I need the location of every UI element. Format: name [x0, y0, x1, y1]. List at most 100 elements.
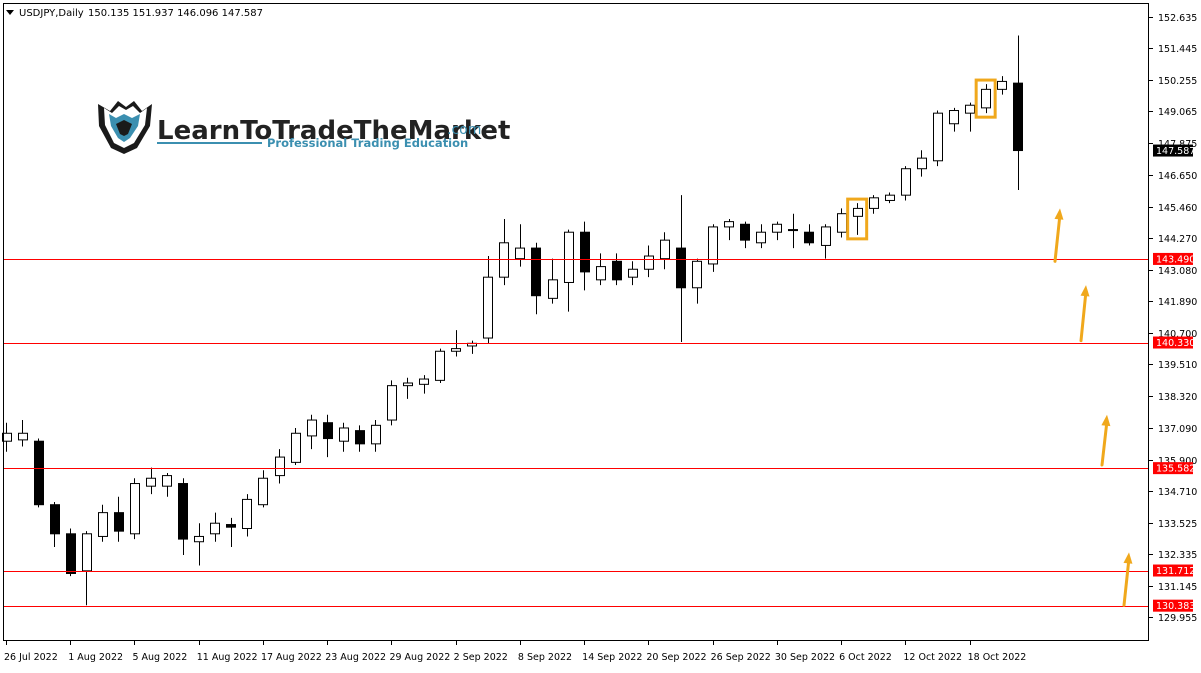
candle	[258, 470, 268, 508]
candle	[2, 422, 12, 452]
candle-body-bullish	[451, 348, 461, 352]
candle	[548, 258, 558, 304]
arrow-head	[1054, 208, 1064, 220]
candle-body-bearish	[66, 533, 76, 574]
candle	[933, 110, 943, 167]
logo-tagline: Professional Trading Education	[267, 136, 468, 150]
candle-body-bullish	[419, 378, 429, 385]
up-arrow-icon	[1079, 285, 1090, 343]
x-tick-label: 5 Aug 2022	[132, 652, 187, 663]
candle-body-bullish	[515, 247, 525, 260]
x-tick-label: 6 Oct 2022	[839, 652, 892, 663]
candle	[435, 348, 445, 384]
candle	[724, 218, 734, 241]
candle-body-bullish	[901, 168, 911, 196]
candle-body-bullish	[981, 88, 991, 109]
y-tick-label: 141.890	[1158, 297, 1197, 308]
candle-body-bullish	[885, 194, 895, 201]
arrow-shaft	[1100, 419, 1109, 467]
candle-body-bearish	[676, 247, 686, 289]
candle	[596, 253, 606, 286]
candle	[210, 512, 220, 542]
candle-body-bearish	[740, 223, 750, 241]
y-tick-label: 138.320	[1158, 392, 1197, 403]
candle	[853, 203, 863, 235]
candle	[82, 531, 92, 606]
candle-body-bullish	[949, 110, 959, 125]
candle-body-bullish	[210, 522, 220, 535]
candle	[821, 224, 831, 259]
y-tick-label: 143.080	[1158, 266, 1197, 277]
candle	[403, 377, 413, 399]
axes-layer	[3, 3, 1149, 641]
candle	[307, 414, 317, 450]
candle	[612, 253, 622, 286]
candle-body-bearish	[323, 422, 333, 440]
candle-body-bullish	[548, 279, 558, 299]
level-price-label: 140.330	[1156, 338, 1195, 349]
candle-body-bullish	[242, 498, 252, 530]
candle	[226, 517, 236, 548]
y-tick-label: 132.335	[1158, 550, 1197, 561]
y-tick-label: 140.700	[1158, 329, 1197, 340]
y-tick-label: 149.065	[1158, 107, 1197, 118]
level-price-box	[1153, 462, 1193, 475]
level-price-box	[1153, 564, 1193, 577]
x-tick-label: 29 Aug 2022	[389, 652, 450, 663]
x-tick-label: 11 Aug 2022	[197, 652, 258, 663]
arrow-head	[1080, 285, 1090, 297]
candle	[1013, 35, 1023, 190]
y-tick-label: 131.145	[1158, 582, 1197, 593]
y-tick-label: 147.875	[1158, 139, 1197, 150]
candle-body-bearish	[580, 231, 590, 273]
candle	[885, 192, 895, 204]
candle	[242, 494, 252, 537]
level-price-box	[1153, 336, 1193, 349]
candle	[869, 195, 879, 214]
candle	[997, 76, 1007, 95]
candle	[114, 496, 124, 542]
candle-body-bullish	[82, 533, 92, 572]
candle-body-bearish	[34, 440, 44, 506]
candle	[644, 245, 654, 278]
x-tick-label: 23 Aug 2022	[325, 652, 386, 663]
candle-body-bullish	[724, 221, 734, 228]
candle	[692, 258, 702, 304]
brand-logo: LearnToTradeTheMarket .com Professional …	[98, 101, 511, 154]
y-tick-label: 129.955	[1158, 613, 1197, 624]
y-tick-label: 137.090	[1158, 424, 1197, 435]
candle-body-bullish	[821, 226, 831, 246]
candle	[34, 438, 44, 508]
candle-body-bullish	[933, 112, 943, 162]
candle	[419, 375, 429, 394]
candle	[483, 256, 493, 344]
candle	[949, 107, 959, 132]
candle	[194, 523, 204, 566]
chart-symbol-label: USDJPY,Daily	[19, 8, 84, 19]
candle	[275, 449, 285, 484]
candle-body-bullish	[853, 207, 863, 217]
chart-ohlc-label: 150.135 151.937 146.096 147.587	[88, 8, 263, 19]
candle	[580, 221, 590, 291]
y-tick-label: 150.255	[1158, 76, 1197, 87]
level-price-label: 131.712	[1156, 566, 1195, 577]
highlight-boxes-layer	[846, 78, 997, 241]
y-tick-label: 152.635	[1158, 13, 1197, 24]
level-price-box	[1153, 599, 1193, 612]
level-price-label: 130.383	[1156, 601, 1195, 612]
arrow-shaft	[1079, 289, 1088, 343]
candle	[339, 422, 349, 452]
candle	[387, 380, 397, 426]
bull-shield-icon	[98, 101, 152, 154]
candle-body-bullish	[435, 350, 445, 381]
candle	[66, 528, 76, 577]
candle-body-bullish	[660, 239, 670, 260]
chart-menu-triangle-icon[interactable]	[6, 10, 14, 15]
candle-body-bullish	[917, 157, 927, 170]
candle-body-bullish	[98, 512, 108, 537]
candle-body-bullish	[628, 268, 638, 278]
y-tick-label: 133.525	[1158, 519, 1197, 530]
candle	[756, 224, 766, 249]
y-tick-label: 145.460	[1158, 203, 1197, 214]
candle-body-bullish	[403, 382, 413, 387]
